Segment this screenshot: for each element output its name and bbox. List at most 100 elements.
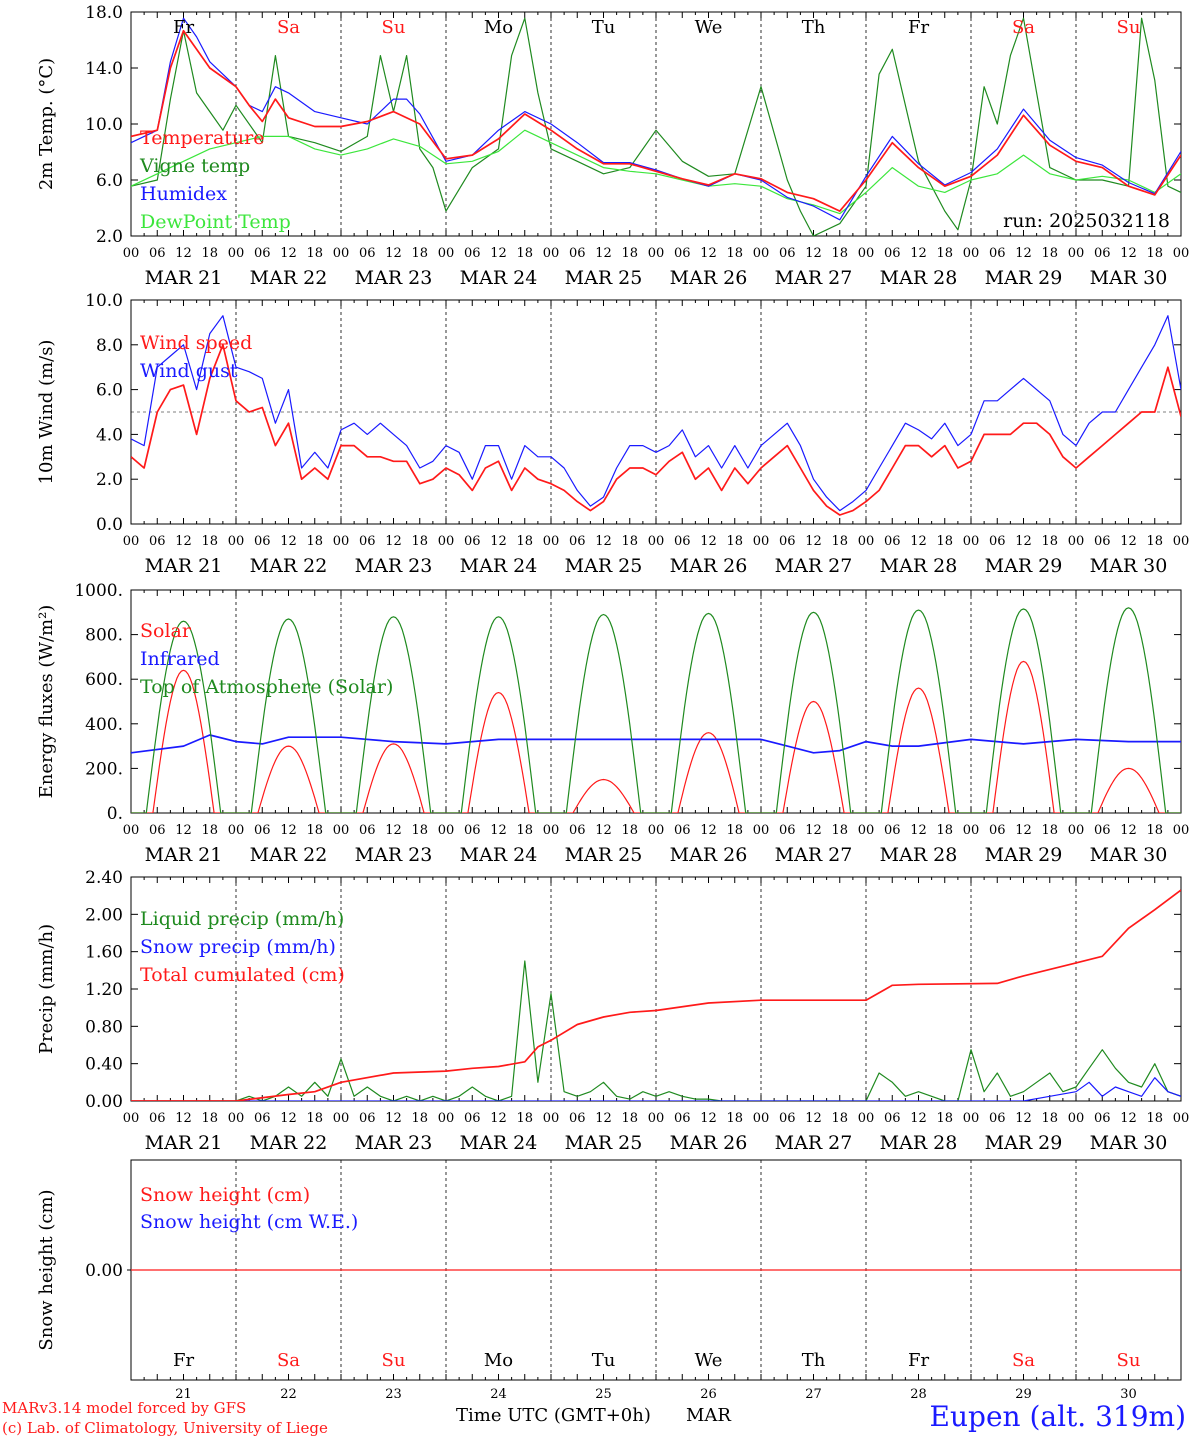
hour-tick-label: 18 [516,246,533,261]
hour-tick-label: 00 [333,823,350,838]
y-tick-label: 2.00 [85,905,123,925]
y-tick-label: 18.0 [85,3,123,23]
station-label: Eupen (alt. 319m) [929,1400,1186,1433]
hour-tick-label: 18 [726,1111,743,1126]
hour-tick-label: 18 [201,1111,218,1126]
hour-tick-label: 00 [858,1111,875,1126]
hour-tick-label: 00 [753,246,770,261]
date-label: MAR 22 [250,1132,328,1154]
date-label: MAR 28 [880,844,958,866]
hour-tick-label: 06 [1094,823,1111,838]
date-label: MAR 28 [880,267,958,289]
weekday-label: Fr [908,17,929,38]
hour-tick-label: 18 [936,534,953,549]
y-axis-label: 2m Temp. (°C) [36,58,57,190]
hour-tick-label: 06 [254,246,271,261]
hour-tick-label: 00 [333,534,350,549]
hour-tick-label: 12 [175,534,192,549]
date-label: MAR 25 [565,1132,643,1154]
y-axis-label: Energy fluxes (W/m²) [36,605,57,799]
hour-tick-label: 12 [700,246,717,261]
hour-tick-label: 00 [123,1111,140,1126]
hour-tick-label: 06 [464,534,481,549]
date-label: MAR 25 [565,267,643,289]
weekday-label: Sa [1012,1350,1035,1371]
hour-tick-label: 12 [385,246,402,261]
legend-entry: Temperature [140,127,264,149]
hour-tick-label: 00 [648,534,665,549]
hour-tick-label: 18 [201,534,218,549]
hour-tick-label: 06 [884,534,901,549]
hour-tick-label: 00 [543,1111,560,1126]
hour-tick-label: 18 [936,1111,953,1126]
hour-tick-label: 12 [910,823,927,838]
hour-tick-label: 06 [884,246,901,261]
hour-tick-label: 06 [779,1111,796,1126]
y-axis-label: Precip (mm/h) [36,924,57,1054]
hour-tick-label: 12 [280,823,297,838]
series-group-precip [131,889,1181,1101]
hour-tick-label: 06 [569,534,586,549]
hour-tick-label: 12 [1015,534,1032,549]
date-label: MAR 24 [460,1132,538,1154]
date-label: MAR 29 [985,267,1063,289]
hour-tick-label: 00 [648,1111,665,1126]
date-label: MAR 24 [460,267,538,289]
hour-tick-label: 18 [726,246,743,261]
y-tick-label: 1.60 [85,943,123,963]
weekday-label: We [695,1350,723,1371]
hour-tick-label: 18 [831,246,848,261]
y-tick-label: 6.0 [96,171,123,191]
date-label: MAR 27 [775,844,853,866]
series-line-liquid-precip-mm-h- [131,960,1181,1101]
weekday-label: Th [802,1350,826,1371]
legend-entry: Humidex [140,183,227,205]
y-tick-label: 6.0 [96,381,123,401]
y-tick-label: 1000. [74,581,123,601]
hour-tick-label: 18 [1041,534,1058,549]
date-label: MAR 26 [670,267,748,289]
hour-tick-label: 06 [674,246,691,261]
hour-tick-label: 18 [516,823,533,838]
hour-tick-label: 12 [385,823,402,838]
hour-tick-label: 18 [516,1111,533,1126]
date-label: MAR 23 [355,1132,433,1154]
date-label: MAR 27 [775,1132,853,1154]
y-tick-label: 400. [85,715,123,735]
hour-tick-label: 06 [779,534,796,549]
hour-tick-label: 12 [385,1111,402,1126]
y-tick-label: 0.40 [85,1055,123,1075]
day-number-label: 23 [385,1387,402,1402]
weekday-label: Sa [1012,17,1035,38]
y-axis-label: Snow height (cm) [36,1189,57,1350]
date-label: MAR 27 [775,555,853,577]
hour-tick-label: 06 [674,534,691,549]
hour-tick-label: 00 [438,534,455,549]
legend-entry: Total cumulated (cm) [140,964,345,986]
hour-tick-label: 06 [569,1111,586,1126]
series-line-solar [131,660,1181,813]
date-label: MAR 29 [985,844,1063,866]
hour-tick-label: 06 [884,823,901,838]
hour-tick-label: 06 [149,534,166,549]
hour-tick-label: 06 [779,246,796,261]
hour-tick-label: 18 [1146,246,1163,261]
y-tick-label: 0.00 [85,1092,123,1112]
day-number-label: 26 [700,1387,717,1402]
weekday-label: Su [382,17,406,38]
hour-tick-label: 00 [438,246,455,261]
date-label: MAR 24 [460,844,538,866]
hour-tick-label: 12 [175,246,192,261]
run-label: run: 2025032118 [1003,210,1170,232]
hour-tick-label: 00 [753,823,770,838]
hour-tick-label: 06 [464,1111,481,1126]
hour-tick-label: 00 [1068,1111,1085,1126]
hour-tick-label: 18 [306,1111,323,1126]
hour-tick-label: 00 [333,246,350,261]
hour-tick-label: 12 [805,823,822,838]
hour-tick-label: 12 [595,246,612,261]
y-tick-label: 8.0 [96,336,123,356]
series-group-wind [131,315,1181,516]
hour-tick-label: 12 [280,1111,297,1126]
time-axis-label: Time UTC (GMT+0h) [456,1405,651,1426]
